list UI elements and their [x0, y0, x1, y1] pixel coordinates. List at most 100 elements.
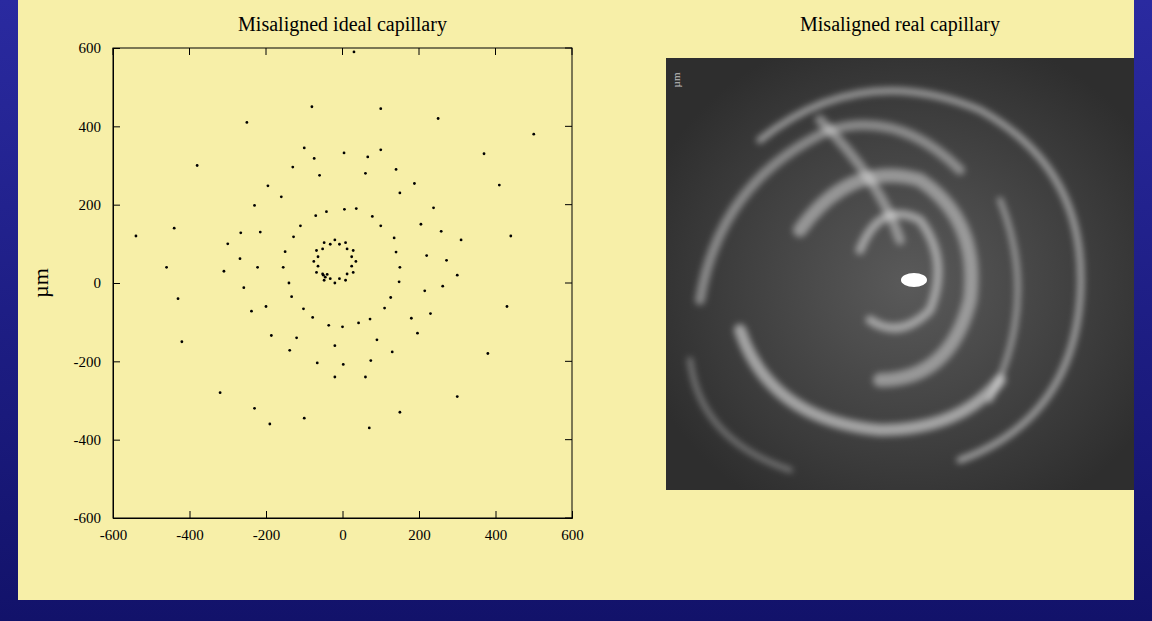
- y-tick-mark-right: [565, 126, 572, 127]
- x-tick-mark-top: [342, 48, 343, 55]
- point: [196, 164, 199, 167]
- point: [338, 277, 341, 280]
- point: [343, 208, 346, 211]
- point: [302, 307, 305, 310]
- point: [369, 318, 372, 321]
- photo-bright-spot: [901, 273, 927, 287]
- point: [350, 255, 353, 258]
- point: [333, 282, 336, 285]
- point: [329, 243, 332, 246]
- y-tick-mark: [113, 283, 120, 284]
- point: [350, 265, 353, 268]
- chart-title: Misaligned ideal capillary: [238, 13, 447, 36]
- point: [323, 279, 326, 282]
- slide-border: [0, 0, 1152, 621]
- x-tick-mark-top: [495, 48, 496, 55]
- point: [346, 248, 349, 251]
- point: [379, 224, 382, 227]
- point: [456, 395, 459, 398]
- point: [180, 340, 183, 343]
- point: [441, 285, 444, 288]
- point: [364, 376, 367, 379]
- point: [366, 155, 369, 158]
- x-tick-label: -200: [253, 527, 281, 543]
- y-tick-label: -400: [74, 432, 102, 448]
- image-axis-label: µm: [670, 72, 682, 87]
- point: [317, 265, 320, 268]
- point: [239, 257, 242, 260]
- point: [440, 230, 443, 233]
- y-tick: 0: [94, 275, 121, 291]
- point: [223, 270, 226, 273]
- point: [284, 250, 287, 253]
- point: [341, 325, 344, 328]
- point: [498, 184, 501, 187]
- points: [135, 51, 536, 430]
- point: [177, 297, 180, 300]
- y-axis-title: µm: [28, 268, 53, 298]
- photo: [666, 58, 1134, 490]
- y-tick: 200: [79, 197, 121, 213]
- point: [344, 241, 347, 244]
- point: [398, 266, 401, 269]
- photo-ring: [690, 360, 790, 470]
- x-tick-label: 0: [339, 527, 347, 543]
- y-tick-mark-right: [565, 204, 572, 205]
- point: [352, 249, 355, 252]
- point: [323, 241, 326, 244]
- point: [259, 231, 262, 234]
- point: [342, 363, 345, 366]
- x-tick-mark-top: [189, 48, 190, 55]
- image-title: Misaligned real capillary: [800, 13, 1000, 36]
- point: [346, 273, 349, 276]
- point: [265, 305, 268, 308]
- y-axis-line: [114, 49, 121, 519]
- point: [398, 411, 401, 414]
- point: [371, 215, 374, 218]
- point: [282, 266, 285, 269]
- x-tick: -400: [176, 511, 204, 543]
- x-axis-line: [114, 511, 573, 519]
- x-tick-label: 200: [408, 527, 431, 543]
- point: [322, 274, 325, 277]
- point: [295, 336, 298, 339]
- point: [318, 174, 321, 177]
- point: [253, 407, 256, 410]
- y-tick-mark: [113, 440, 120, 441]
- point: [311, 105, 314, 108]
- point: [250, 310, 253, 313]
- point: [315, 249, 318, 252]
- point: [460, 239, 463, 242]
- point: [268, 423, 271, 426]
- point: [326, 273, 329, 276]
- point: [357, 322, 360, 325]
- point: [226, 242, 229, 245]
- point: [445, 259, 448, 262]
- y-tick-mark-right: [565, 361, 572, 362]
- point: [291, 166, 294, 169]
- point: [343, 152, 346, 155]
- point: [391, 351, 394, 354]
- point: [329, 277, 332, 280]
- point: [165, 266, 168, 269]
- point: [354, 260, 357, 263]
- x-tick: -200: [253, 511, 281, 543]
- point: [256, 266, 259, 269]
- point: [299, 224, 302, 227]
- photo-ring: [740, 330, 1000, 430]
- point: [506, 305, 509, 308]
- point: [290, 295, 293, 298]
- plot-frame: [113, 48, 572, 518]
- point: [353, 51, 356, 54]
- point: [135, 235, 138, 238]
- x-tick-mark: [343, 511, 344, 518]
- point: [245, 121, 248, 124]
- point: [398, 192, 401, 195]
- y-tick-label: -600: [74, 510, 102, 526]
- y-tick-mark-right: [565, 439, 572, 440]
- point: [338, 243, 341, 246]
- point: [344, 279, 347, 282]
- point: [395, 251, 398, 254]
- point: [383, 307, 386, 310]
- x-axis: -600-400-2000200400600: [100, 511, 584, 543]
